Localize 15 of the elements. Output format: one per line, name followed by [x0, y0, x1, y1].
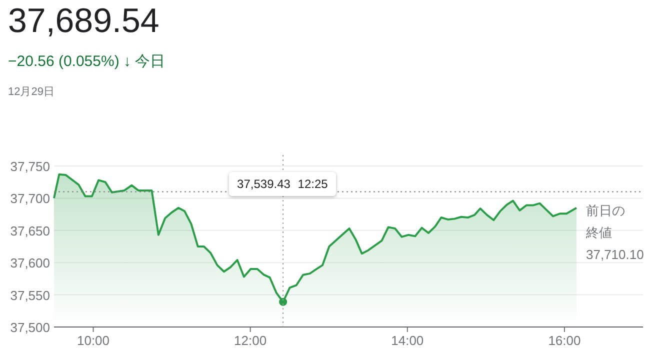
- y-tick-label: 37,700: [10, 191, 50, 206]
- x-tick-label: 10:00: [76, 333, 110, 348]
- x-tick-label: 16:00: [548, 333, 581, 348]
- chart-subtitle: −20.56 (0.055%) ↓ 今日: [8, 52, 166, 71]
- x-tick-label: 12:00: [234, 333, 267, 348]
- chart-title: 37,689.54: [8, 2, 160, 41]
- y-tick-label: 37,550: [10, 288, 50, 303]
- y-tick-label: 37,750: [10, 159, 50, 174]
- text: 12月29日: [8, 85, 54, 99]
- x-tick-label: 14:00: [391, 333, 424, 348]
- y-tick-label: 37,600: [10, 256, 50, 271]
- y-tick-label: 37,650: [10, 223, 50, 238]
- y-tick-label: 37,500: [10, 320, 50, 335]
- ref-line-label: 前日の終値 37,710.10: [586, 202, 644, 264]
- annotation: 37,539.43 12:25: [229, 172, 336, 196]
